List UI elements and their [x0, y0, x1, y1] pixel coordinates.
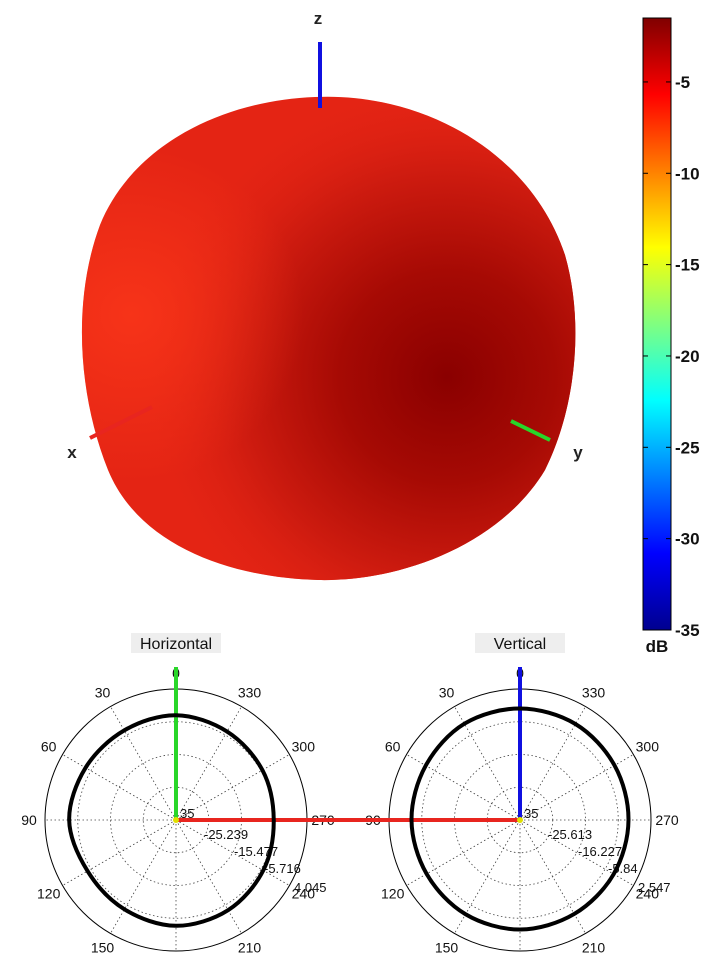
colorbar-tick-label: -30 [675, 530, 700, 549]
colorbar-ticks: -5 -10 -15 -20 -25 -30 -35 [643, 73, 700, 640]
pattern-highlight [81, 96, 576, 581]
colorbar-tick-label: -20 [675, 347, 700, 366]
polar-grid-spoke [175, 706, 242, 821]
polar-radial-label: 35 [180, 806, 194, 821]
polar-angle-label: 150 [435, 939, 459, 955]
polar-angle-label: 120 [37, 886, 61, 902]
polar-grid-spoke [175, 754, 290, 821]
colorbar-tick-label: -15 [675, 256, 700, 275]
polar-center-dot [173, 817, 179, 823]
polar-angle-label: 300 [636, 739, 660, 755]
x-axis-label: x [67, 443, 77, 462]
polar-angle-label: 210 [582, 939, 606, 955]
polar-angle-label: 150 [91, 939, 115, 955]
colorbar: -5 -10 -15 -20 -25 -30 -35 dB [642, 17, 700, 656]
x-axis-line [89, 405, 153, 440]
y-axis-label: y [573, 443, 583, 462]
polar-angle-label: 330 [238, 685, 262, 701]
polar-radial-label: 2.547 [638, 880, 671, 895]
polar-angle-label: 210 [238, 939, 262, 955]
polar-angle-label: 120 [381, 886, 405, 902]
polar-radial-label: -16.227 [578, 844, 622, 859]
polar-horizontal: Horizontal033030027024021018015012090603… [21, 633, 362, 960]
polar-grid-spoke [62, 819, 177, 886]
colorbar-tick-label: -25 [675, 438, 700, 457]
polar-grid-spoke [175, 819, 242, 934]
y-axis-line [510, 419, 551, 442]
polar-angle-label: 60 [385, 739, 401, 755]
polar-grid-spoke [62, 754, 177, 821]
polar-grid-spoke [454, 706, 521, 821]
polar-radial-label: -15.477 [234, 844, 278, 859]
polar-grid-spoke [110, 706, 177, 821]
polar-angle-label: 30 [95, 685, 111, 701]
polar-center-dot [517, 817, 523, 823]
polar-radial-label: 35 [524, 806, 538, 821]
colorbar-tick-label: -10 [675, 164, 700, 183]
polar-pattern-curve [67, 713, 276, 928]
polar-angle-label: 90 [21, 812, 37, 828]
polar-angle-label: 60 [41, 739, 57, 755]
colorbar-tick-label: -35 [675, 621, 700, 640]
polar-vertical: Vertical03303002702402101801501209060303… [354, 633, 679, 960]
polar-angle-label: 270 [655, 812, 679, 828]
polar-title-bg [475, 633, 565, 653]
polar-title: Horizontal [140, 636, 212, 653]
colorbar-gradient [642, 17, 672, 631]
z-axis-label: z [314, 9, 323, 28]
polar-angle-label: 330 [582, 685, 606, 701]
colorbar-unit: dB [646, 637, 669, 656]
polar-grid-spoke [175, 819, 290, 886]
polar-pattern-curve [409, 706, 631, 932]
polar-angle-label: 240 [636, 886, 660, 902]
polar-title: Vertical [494, 636, 546, 653]
polar-title-bg [131, 633, 221, 653]
polar-radial-label: -25.613 [548, 827, 592, 842]
polar-angle-label: 240 [292, 886, 316, 902]
polar-angle-label: 30 [439, 685, 455, 701]
polar-grid-spoke [110, 819, 177, 934]
polar-radial-label: 4.045 [294, 880, 327, 895]
polar-radial-label: -25.239 [204, 827, 248, 842]
polar-angle-label: 300 [292, 739, 316, 755]
colorbar-tick-label: -5 [675, 73, 690, 92]
pattern-3d: z x y [67, 9, 583, 581]
polar-radial-label: -5.716 [264, 861, 301, 876]
